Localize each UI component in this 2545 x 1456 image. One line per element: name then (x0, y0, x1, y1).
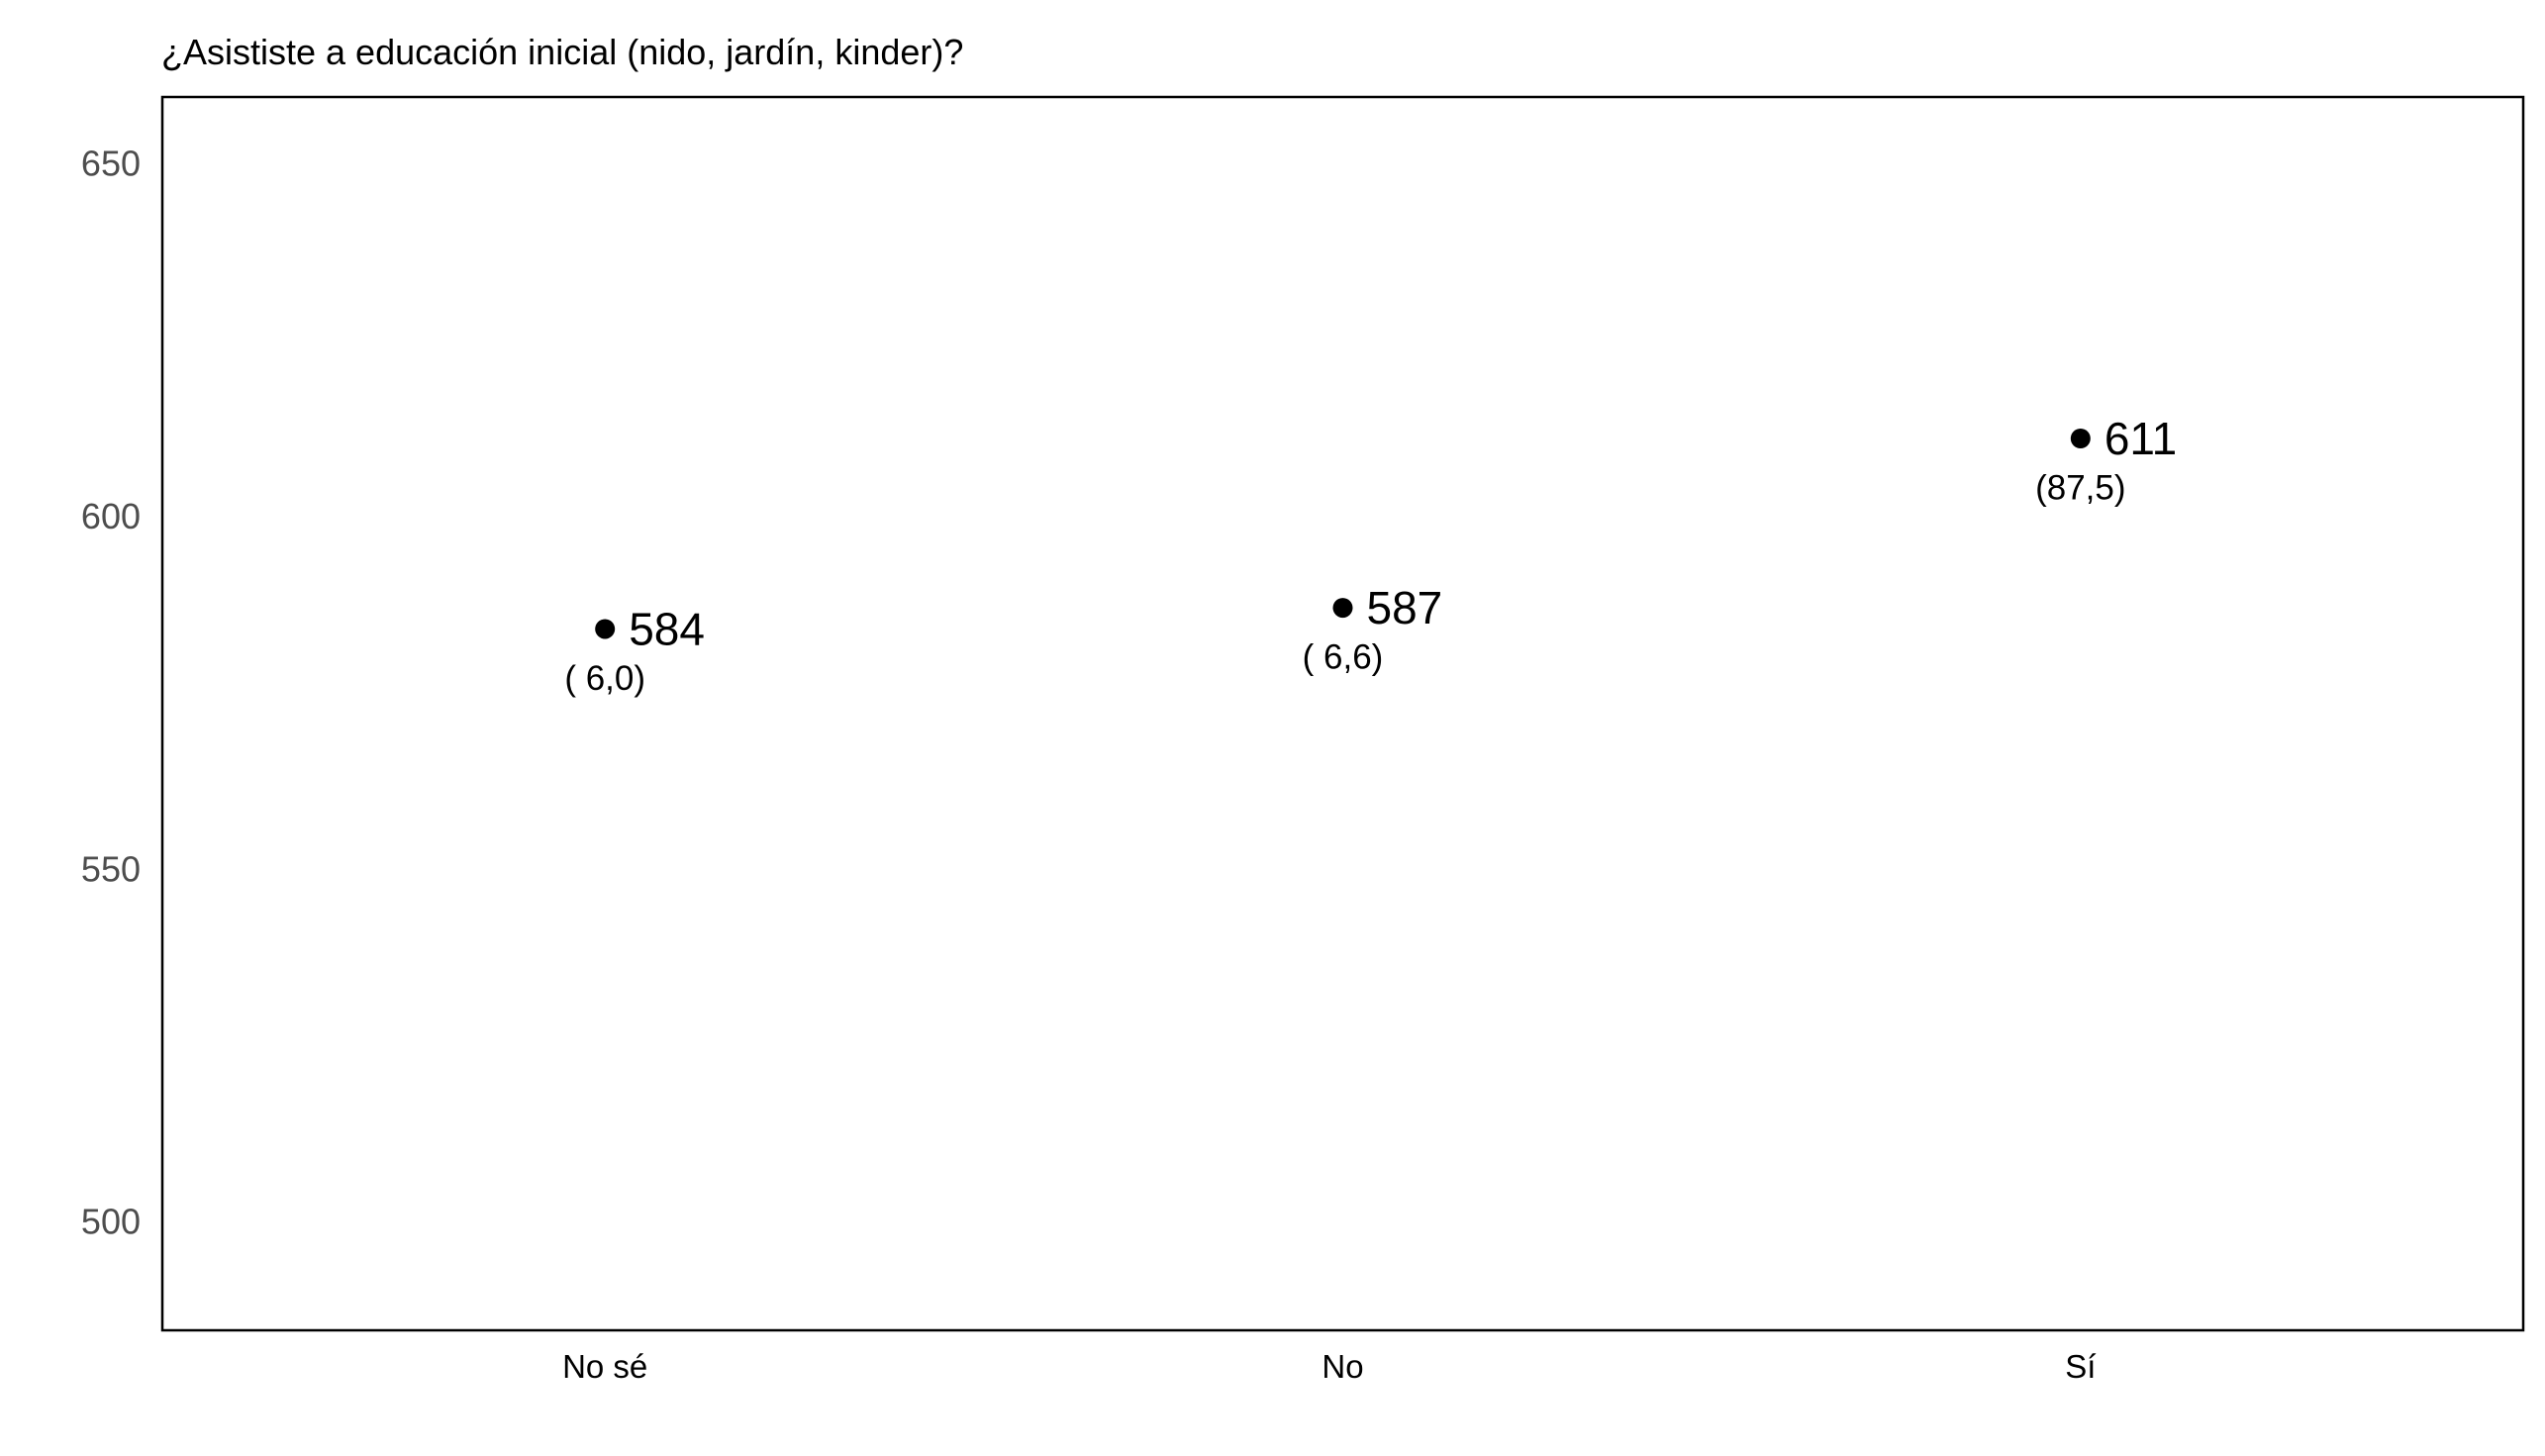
data-point (595, 619, 616, 639)
y-tick-label: 650 (81, 144, 141, 184)
data-point (1332, 598, 1353, 619)
x-tick-label: Sí (2065, 1348, 2096, 1385)
y-tick-label: 600 (81, 496, 141, 536)
plot-panel-border (160, 95, 2525, 1332)
percent-label: (87,5) (2035, 469, 2125, 508)
value-label: 611 (2105, 413, 2177, 464)
y-tick-label: 500 (81, 1202, 141, 1242)
y-tick-label: 550 (81, 848, 141, 889)
percent-label: ( 6,6) (1303, 638, 1384, 677)
chart-title: ¿Asististe a educación inicial (nido, ja… (161, 32, 963, 72)
percent-label: ( 6,0) (564, 659, 645, 698)
x-tick-label: No (1321, 1348, 1363, 1385)
x-tick-label: No sé (562, 1348, 647, 1385)
data-labels: 584 ( 6,0) 587 ( 6,6) 611 (87,5) (564, 413, 2177, 698)
y-axis: 500 550 600 650 (81, 144, 141, 1242)
value-label: 587 (1367, 582, 1443, 633)
data-points (595, 429, 2091, 639)
value-label: 584 (629, 603, 705, 654)
x-axis: No sé No Sí (562, 1348, 2096, 1385)
data-point (2070, 429, 2091, 449)
